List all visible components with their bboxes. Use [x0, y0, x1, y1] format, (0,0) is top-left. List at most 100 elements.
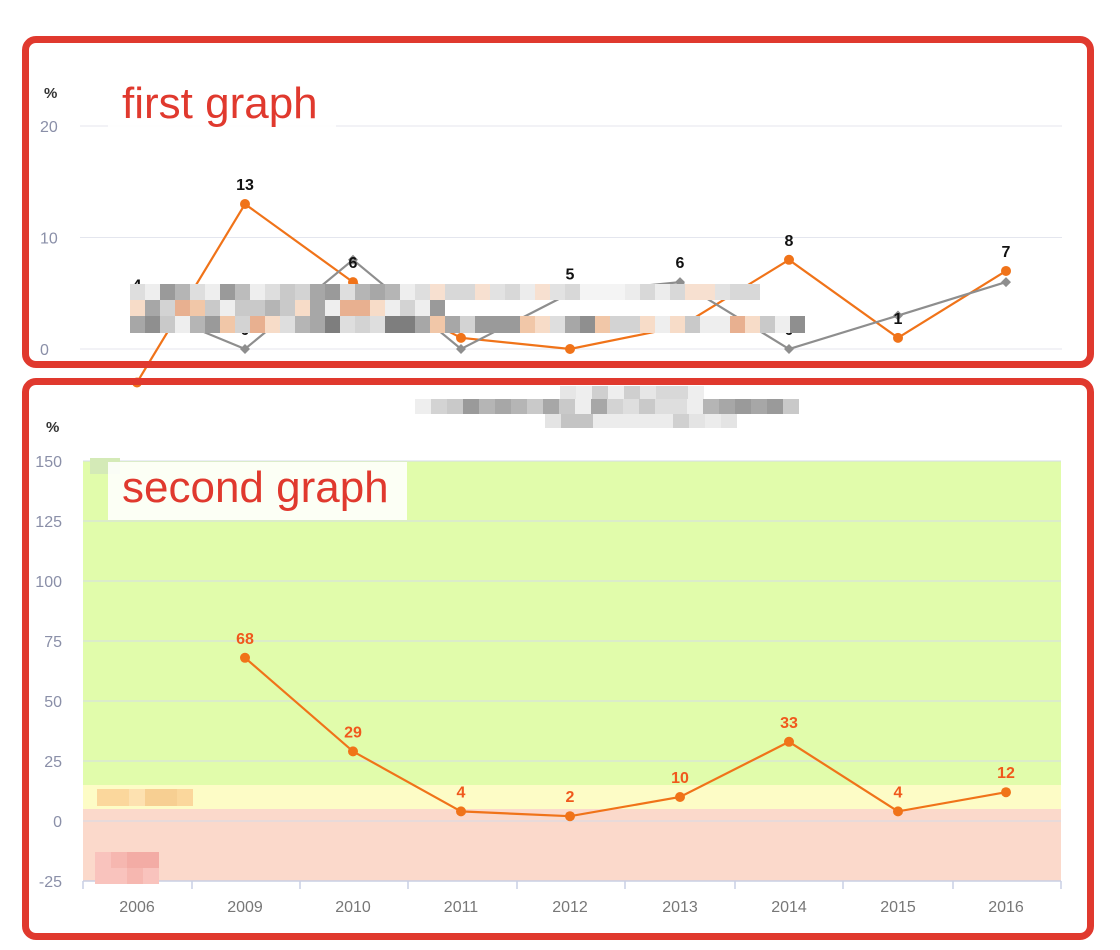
redaction-tile: [505, 284, 520, 300]
data-label: 2: [566, 789, 575, 806]
redaction-tile: [703, 399, 719, 414]
redaction-tile: [325, 300, 340, 316]
y-tick-label: 0: [40, 342, 49, 359]
redaction-tile: [340, 284, 355, 300]
redaction-tile: [730, 284, 745, 300]
redaction-tile: [145, 789, 161, 806]
redaction-tile: [265, 300, 280, 316]
redaction-tile: [175, 316, 190, 333]
redaction-tile: [657, 414, 673, 428]
redaction-tile: [355, 316, 370, 333]
background-band: [83, 785, 1061, 809]
data-point: [1001, 265, 1011, 276]
y-tick-label: 0: [53, 814, 62, 831]
x-tick-label: 2010: [335, 899, 371, 916]
data-point: [893, 332, 903, 343]
y-tick-label: 150: [35, 454, 62, 471]
redaction-tile: [160, 284, 175, 300]
x-tick-label: 2014: [771, 899, 807, 916]
redaction-tile: [719, 399, 735, 414]
y-tick-label: -25: [39, 874, 62, 891]
redaction-tile: [127, 852, 143, 868]
data-label: 6: [676, 255, 685, 272]
redaction-tile: [340, 316, 355, 333]
second-graph-callout: [22, 378, 1094, 940]
redaction-tile: [745, 284, 760, 300]
redaction-tile: [735, 399, 751, 414]
redaction-tile: [520, 284, 535, 300]
data-label: 33: [780, 715, 798, 732]
redaction-tile: [280, 300, 295, 316]
redaction-tile: [751, 399, 767, 414]
redaction-tile: [490, 284, 505, 300]
redaction-tile: [609, 414, 625, 428]
redaction-tile: [655, 399, 671, 414]
x-tick-label: 2012: [552, 899, 588, 916]
redaction-tile: [595, 284, 610, 300]
data-point: [784, 254, 794, 265]
data-label: 10: [671, 770, 689, 787]
redaction-tile: [608, 386, 624, 400]
redaction-tile: [580, 316, 595, 333]
series-line: [244, 656, 1007, 818]
redaction-tile: [715, 316, 730, 333]
redaction-tile: [463, 399, 479, 414]
redaction-tile: [355, 284, 370, 300]
redaction-tile: [385, 316, 400, 333]
redaction-tile: [95, 852, 111, 868]
redaction-tile: [235, 284, 250, 300]
y-tick-label: 10: [40, 231, 58, 248]
data-point: [565, 344, 575, 354]
redaction-tile: [295, 316, 310, 333]
redaction-tile: [559, 399, 575, 414]
data-point: [893, 806, 903, 817]
y-tick-label: 75: [44, 634, 62, 651]
redaction-tile: [700, 316, 715, 333]
redaction-tile: [689, 414, 705, 428]
redacted-title: [90, 386, 799, 884]
redaction-tile: [460, 316, 475, 333]
redaction-tile: [415, 284, 430, 300]
redaction-tile: [655, 284, 670, 300]
redaction-tile: [97, 789, 113, 806]
redaction-tile: [385, 284, 400, 300]
redaction-tile: [130, 316, 145, 333]
redaction-tile: [111, 852, 127, 868]
redaction-tile: [370, 284, 385, 300]
redaction-tile: [370, 316, 385, 333]
data-point: [240, 199, 250, 210]
x-tick-label: 2013: [662, 899, 698, 916]
redaction-tile: [325, 316, 340, 333]
redaction-tile: [625, 414, 641, 428]
redaction-tile: [625, 284, 640, 300]
data-point: [893, 310, 903, 321]
redaction-tile: [565, 284, 580, 300]
redaction-tile: [721, 414, 737, 428]
redaction-tile: [145, 284, 160, 300]
redaction-tile: [577, 414, 593, 428]
redaction-tile: [355, 300, 370, 316]
data-label: 6: [349, 255, 358, 272]
redaction-tile: [177, 789, 193, 806]
data-label: 12: [997, 765, 1015, 782]
x-tick-label: 2016: [988, 899, 1024, 916]
redaction-tile: [250, 284, 265, 300]
y-tick-label: 50: [44, 694, 62, 711]
data-point: [240, 344, 250, 354]
redaction-tile: [190, 316, 205, 333]
redaction-tile: [220, 300, 235, 316]
first-graph-label: first graph: [108, 78, 336, 136]
redaction-tile: [400, 284, 415, 300]
redaction-tile: [400, 316, 415, 333]
redaction-tile: [475, 284, 490, 300]
redaction-tile: [400, 300, 415, 316]
redaction-tile: [145, 300, 160, 316]
redaction-tile: [431, 399, 447, 414]
redaction-tile: [111, 868, 127, 884]
redaction-tile: [624, 386, 640, 400]
y-tick-label: 20: [40, 119, 58, 136]
redaction-tile: [550, 316, 565, 333]
redaction-tile: [460, 284, 475, 300]
y-tick-label: 125: [35, 514, 62, 531]
